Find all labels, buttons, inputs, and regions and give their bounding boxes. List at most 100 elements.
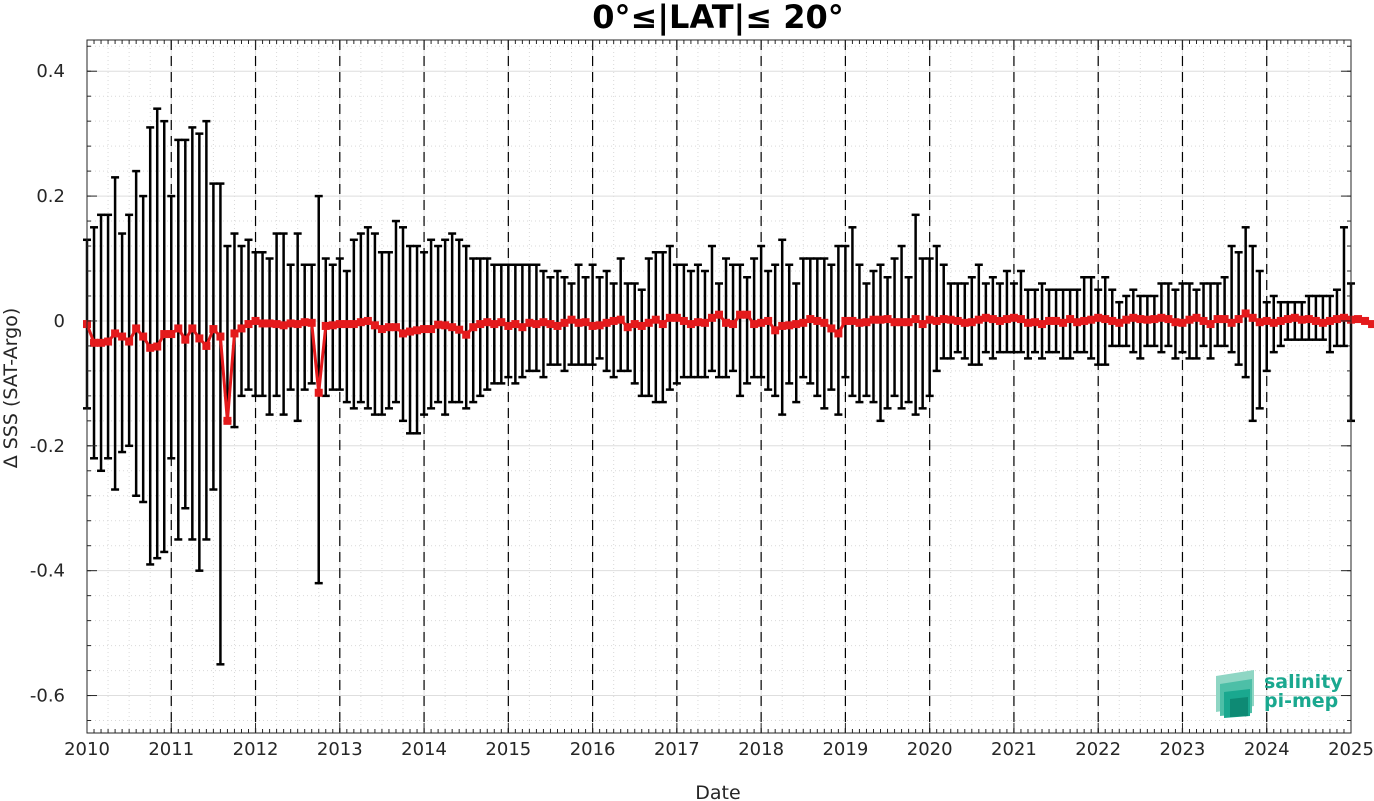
mean-marker [1150, 315, 1159, 324]
mean-marker [567, 315, 576, 324]
mean-marker [132, 324, 141, 333]
mean-marker [1255, 318, 1264, 327]
mean-marker [778, 321, 787, 330]
mean-marker [616, 315, 625, 324]
mean-marker [1115, 318, 1124, 327]
y-tick-label: 0.2 [36, 186, 65, 207]
mean-marker [406, 327, 415, 336]
mean-marker [413, 326, 422, 335]
minor-grid [87, 40, 1351, 733]
mean-marker [525, 318, 534, 327]
mean-marker [1368, 320, 1374, 329]
mean-marker [434, 320, 443, 329]
mean-marker [1108, 316, 1117, 325]
mean-marker [1297, 315, 1306, 324]
mean-marker [539, 318, 548, 327]
x-tick-label: 2019 [822, 739, 868, 760]
mean-marker [399, 329, 407, 338]
mean-marker [1052, 316, 1061, 325]
mean-marker [729, 320, 738, 329]
logo-text-pi-mep: pi-mep [1264, 690, 1338, 712]
mean-marker [722, 318, 731, 327]
salinity-pi-mep-logo: salinity pi-mep [1216, 670, 1343, 718]
mean-marker [174, 324, 183, 333]
mean-marker [1318, 318, 1327, 327]
mean-marker [960, 318, 969, 327]
mean-marker [146, 343, 155, 352]
mean-marker [1220, 315, 1229, 324]
mean-marker [672, 313, 681, 322]
mean-marker [258, 319, 267, 328]
x-axis-label: Date [695, 782, 740, 801]
mean-marker [363, 316, 372, 325]
mean-marker [1269, 318, 1278, 327]
mean-marker [104, 337, 113, 346]
mean-marker [736, 310, 745, 319]
mean-marker [953, 316, 962, 325]
mean-marker [1227, 318, 1236, 327]
mean-marker [427, 325, 436, 334]
mean-marker [1332, 315, 1341, 324]
mean-marker [349, 320, 358, 329]
mean-marker [1185, 315, 1194, 324]
mean-marker [553, 321, 562, 330]
x-tick-label: 2013 [317, 739, 363, 760]
mean-marker [630, 320, 639, 329]
mean-marker [904, 318, 913, 327]
mean-marker [335, 320, 344, 329]
mean-marker [1262, 316, 1271, 325]
mean-marker [125, 337, 134, 346]
mean-marker [932, 316, 941, 325]
mean-marker [511, 320, 520, 329]
mean-marker [1354, 315, 1363, 324]
mean-marker [1143, 315, 1152, 324]
mean-marker [230, 329, 239, 338]
mean-marker [1304, 315, 1313, 324]
mean-difference-series [83, 309, 1374, 425]
mean-marker [1311, 316, 1320, 325]
mean-marker [265, 319, 274, 328]
y-tick-label: 0.4 [36, 61, 65, 82]
mean-marker [855, 318, 864, 327]
mean-marker [967, 318, 976, 327]
mean-marker [848, 316, 857, 325]
mean-marker [623, 323, 632, 332]
mean-marker [764, 316, 773, 325]
mean-marker [946, 315, 955, 324]
mean-marker [328, 321, 337, 330]
mean-marker [890, 318, 899, 327]
mean-marker [518, 323, 527, 332]
mean-marker [497, 318, 506, 327]
mean-marker [665, 313, 674, 322]
year-dashed-lines [170, 40, 1268, 733]
x-tick-label: 2014 [401, 739, 447, 760]
mean-marker [1171, 318, 1180, 327]
mean-marker [939, 315, 948, 324]
mean-marker [1101, 315, 1110, 324]
mean-marker [1059, 318, 1068, 327]
mean-marker [546, 320, 555, 329]
mean-marker [827, 324, 836, 333]
mean-marker [300, 318, 309, 327]
mean-marker [153, 342, 162, 351]
mean-marker [202, 341, 211, 350]
mean-marker [209, 325, 218, 334]
mean-marker [111, 329, 120, 338]
mean-marker [1206, 320, 1215, 329]
mean-marker [651, 315, 660, 324]
mean-marker [1002, 315, 1011, 324]
mean-marker [167, 330, 176, 339]
mean-marker [469, 323, 478, 332]
mean-marker [1199, 316, 1208, 325]
mean-marker [118, 332, 127, 341]
mean-marker [876, 315, 885, 324]
x-tick-label: 2011 [148, 739, 194, 760]
mean-marker [223, 416, 232, 425]
mean-marker [251, 316, 260, 325]
mean-marker [750, 320, 759, 329]
mean-marker [1129, 313, 1138, 322]
mean-marker [637, 321, 646, 330]
mean-marker [995, 316, 1004, 325]
x-tick-label: 2017 [654, 739, 700, 760]
y-tick-label: -0.6 [30, 686, 65, 707]
